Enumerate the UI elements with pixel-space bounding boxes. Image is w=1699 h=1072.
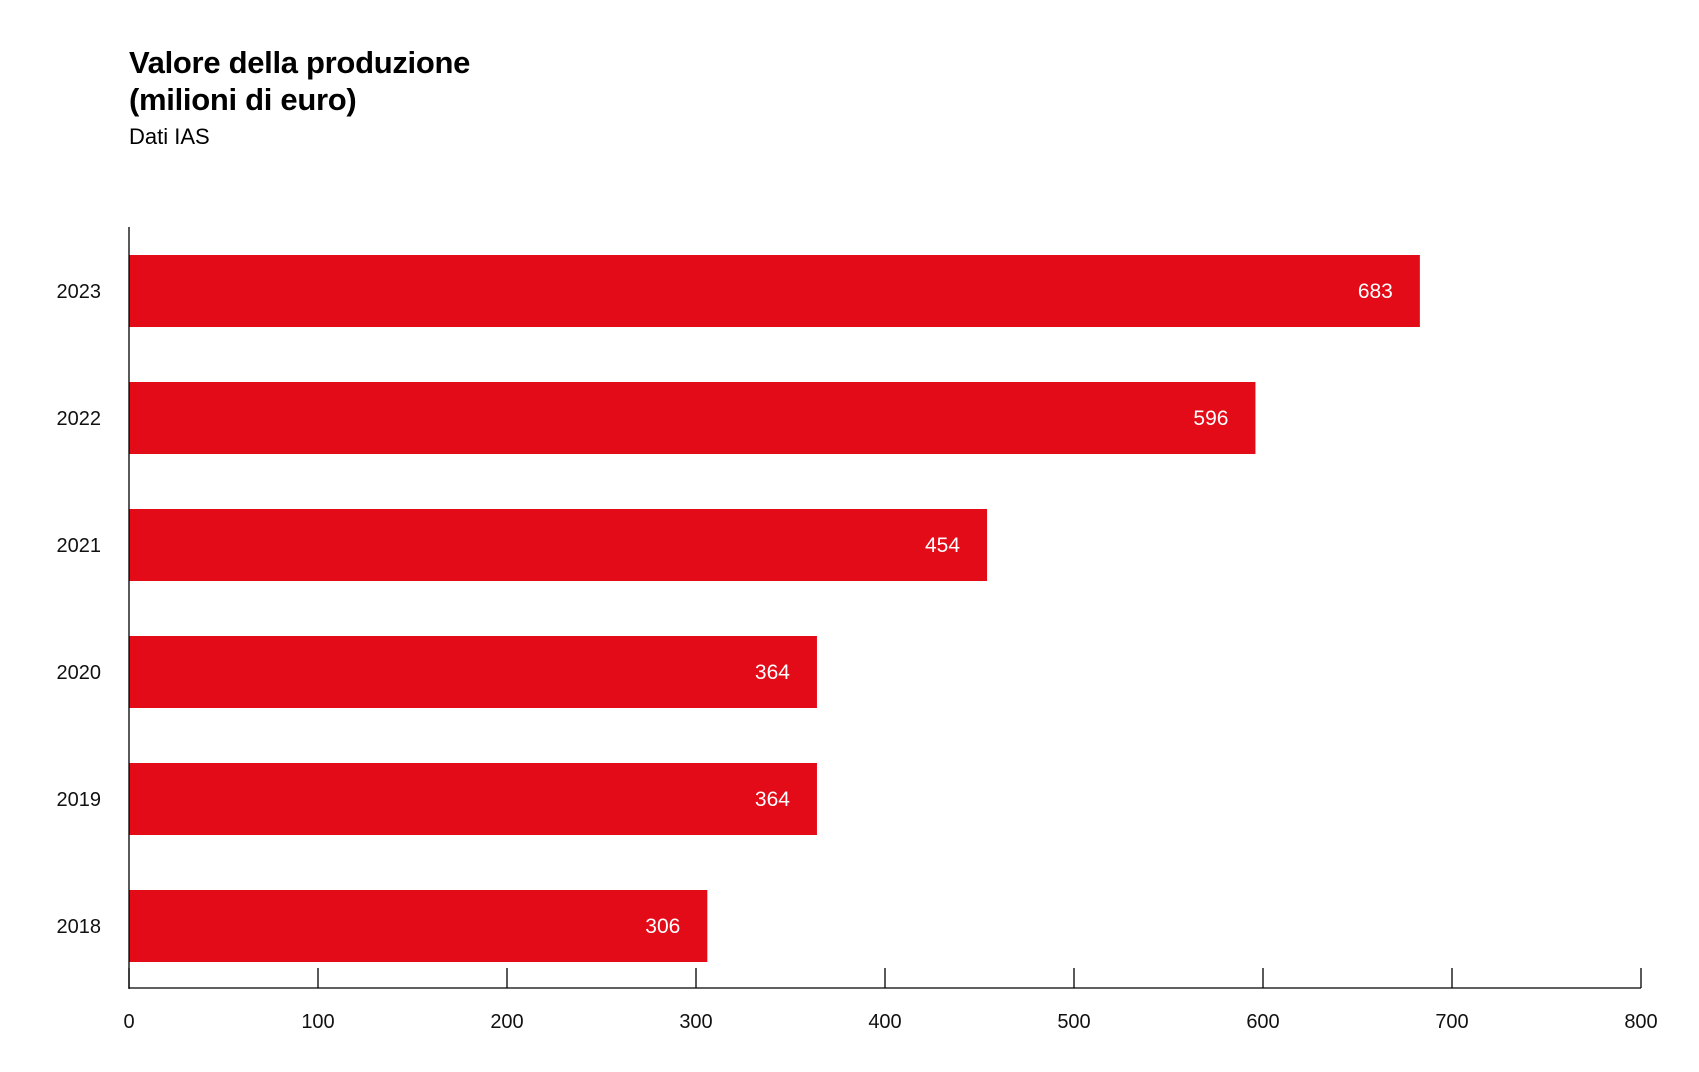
x-tick-label-0: 0 [123,1011,134,1033]
y-tick-label-2022: 2022 [57,408,102,430]
x-tick-label-400: 400 [868,1011,901,1033]
bar-value-label-2020: 364 [755,661,790,684]
y-tick-label-2018: 2018 [57,916,102,938]
bar-2022 [129,382,1256,454]
x-tick-label-600: 600 [1246,1011,1279,1033]
chart-title-line-2: (milioni di euro) [129,82,357,117]
x-tick-label-700: 700 [1435,1011,1468,1033]
chart-subtitle: Dati IAS [129,124,210,149]
y-axis-labels: 2023 2022 2021 2020 2019 2018 [57,281,102,938]
bar-labels-group: 683 596 454 364 364 306 [645,280,1393,938]
bar-2019 [129,763,817,835]
x-tick-label-300: 300 [679,1011,712,1033]
bar-2023 [129,255,1420,327]
bars-group [129,255,1420,962]
y-tick-label-2023: 2023 [57,281,102,303]
bar-value-label-2022: 596 [1193,407,1228,430]
axes-group [128,227,1642,989]
x-tick-label-500: 500 [1057,1011,1090,1033]
bar-2018 [129,890,708,962]
x-tick-label-100: 100 [301,1011,334,1033]
chart-title-line-1: Valore della produzione [129,45,471,80]
chart-title: Valore della produzione (milioni di euro… [129,44,470,118]
y-tick-label-2020: 2020 [57,662,102,684]
x-tick-label-800: 800 [1624,1011,1657,1033]
x-axis-labels: 0 100 200 300 400 500 600 700 800 [123,1011,1657,1033]
bar-value-label-2021: 454 [925,534,960,557]
bar-value-label-2019: 364 [755,788,790,811]
x-tick-label-200: 200 [490,1011,523,1033]
bar-2020 [129,636,817,708]
bar-2021 [129,509,988,581]
y-tick-label-2019: 2019 [57,789,102,811]
bar-value-label-2018: 306 [645,915,680,938]
bar-value-label-2023: 683 [1358,280,1393,303]
y-tick-label-2021: 2021 [57,535,102,557]
